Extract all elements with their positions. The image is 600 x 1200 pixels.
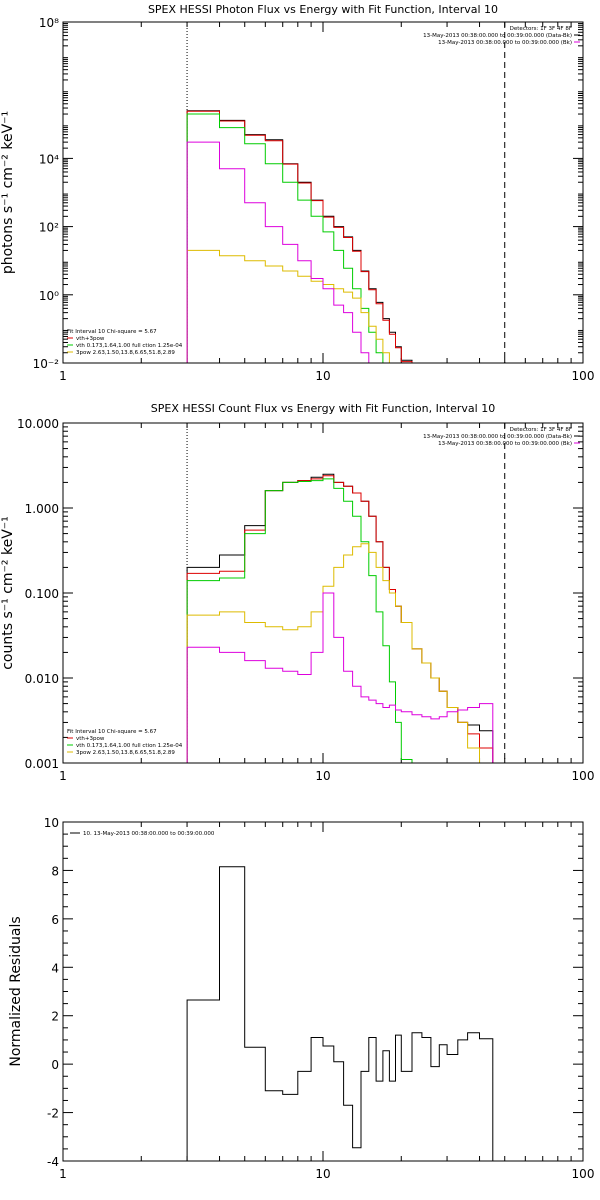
y-tick-label: 0: [51, 1058, 59, 1072]
y-tick-label: 2: [51, 1010, 59, 1024]
y-tick-label: 0.100: [25, 587, 59, 601]
chart-panel-1: SPEX HESSI Photon Flux vs Energy with Fi…: [0, 3, 594, 383]
y-tick-label: 6: [51, 913, 59, 927]
legend-entry-label: 13-May-2013 00:38:00.000 to 00:39:00.000…: [423, 434, 572, 440]
y-tick-label: 10.000: [17, 417, 59, 431]
x-tick-label: 100: [572, 1167, 595, 1181]
legend-entry-label: 10. 13-May-2013 00:38:00.000 to 00:39:00…: [83, 831, 215, 837]
legend-entry-label: vth+3pow: [76, 736, 105, 742]
y-tick-label: 1.000: [25, 502, 59, 516]
y-tick-label: 10⁰: [39, 289, 59, 303]
series-line-2: [186, 110, 413, 363]
legend-entry-label: 13-May-2013 00:38:00.000 to 00:39:00.000…: [438, 40, 572, 46]
x-tick-label: 1: [59, 769, 67, 783]
y-tick-label: 0.001: [25, 757, 59, 771]
series-line-3: [186, 113, 384, 363]
y-tick-label: 10: [44, 816, 59, 830]
y-tick-label: -4: [47, 1155, 59, 1169]
x-tick-label: 1: [59, 1167, 67, 1181]
series-line-1: [186, 866, 494, 1161]
legend-entry-label: vth+3pow: [76, 336, 105, 342]
y-tick-label: 10²: [39, 221, 59, 235]
y-tick-label: 8: [51, 864, 59, 878]
series-line-2: [186, 475, 494, 763]
legend-entry-label: Fit Interval 10 Chi-square = 5.67: [67, 729, 157, 735]
y-tick-label: 10⁸: [39, 16, 59, 30]
chart-title: SPEX HESSI Count Flux vs Energy with Fit…: [151, 402, 495, 415]
legend-entry-label: vth 0.173,1.64,1.00 full ction 1.25e-04: [76, 343, 183, 349]
x-tick-label: 10: [315, 769, 330, 783]
legend-entry-label: 13-May-2013 00:38:00.000 to 00:39:00.000…: [423, 33, 572, 39]
legend-entry-label: 13-May-2013 00:38:00.000 to 00:39:00.000…: [438, 441, 572, 447]
legend-entry-label: vth 0.173,1.64,1.00 full ction 1.25e-04: [76, 743, 183, 749]
y-tick-label: 10⁻²: [33, 357, 60, 371]
legend-entry-label: 3pow 2.63,1.50,13.8,6.65,51.8,2.89: [76, 350, 175, 356]
series-line-3: [186, 478, 413, 763]
x-tick-label: 1: [59, 369, 67, 383]
series-line-1: [186, 473, 494, 763]
chart-panel-3: Normalized Residuals 1 10 100 -4 -2 0 2 4 6 8 10 10.…: [8, 816, 594, 1181]
plot-frame: [62, 821, 584, 1162]
legend-entry-label: Detectors: 1F 3F 4F 8F: [510, 427, 572, 433]
x-tick-label: 100: [572, 769, 595, 783]
chart-title: SPEX HESSI Photon Flux vs Energy with Fi…: [148, 3, 498, 16]
y-tick-label: 10⁴: [39, 152, 59, 166]
series-line-5: [186, 592, 494, 763]
legend-entry-label: Detectors: 1F 3F 4F 8F: [510, 26, 572, 32]
y-axis-label: counts s⁻¹ cm⁻² keV⁻¹: [0, 516, 16, 670]
x-tick-label: 10: [315, 369, 330, 383]
y-tick-label: 0.010: [25, 672, 59, 686]
legend-entry-label: 3pow 2.63,1.50,13.8,6.65,51.8,2.89: [76, 750, 175, 756]
series-line-4: [186, 543, 493, 764]
series-line-1: [186, 110, 413, 363]
legend-entry-label: Fit Interval 10 Chi-square = 5.67: [67, 329, 157, 335]
x-tick-label: 10: [315, 1167, 330, 1181]
y-tick-label: 4: [51, 961, 59, 975]
y-axis-label: Normalized Residuals: [8, 916, 24, 1066]
series-line-5: [186, 141, 370, 363]
x-tick-label: 100: [572, 369, 595, 383]
plot-frame: [62, 21, 584, 364]
series-line-4: [186, 249, 390, 363]
y-axis-label: photons s⁻¹ cm⁻² keV⁻¹: [0, 111, 16, 274]
chart-panel-2: SPEX HESSI Count Flux vs Energy with Fit…: [0, 402, 594, 783]
plot-frame: [62, 422, 584, 764]
y-tick-label: -2: [47, 1107, 59, 1121]
